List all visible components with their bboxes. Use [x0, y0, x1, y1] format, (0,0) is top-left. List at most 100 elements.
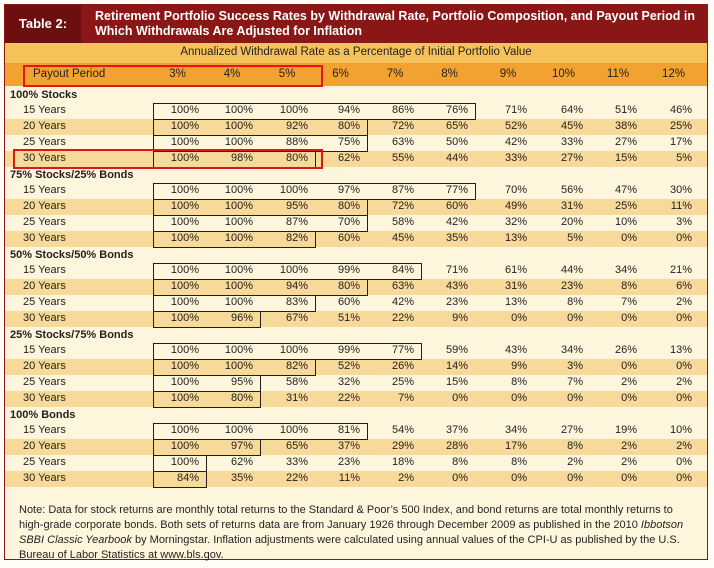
success-rate-cell: 32% [337, 376, 360, 388]
success-rate-cell: 80% [337, 120, 360, 132]
table-row: 30 Years 100% 98% 80% 62% 55% 44% 33% 27% 15% 5% [5, 151, 707, 167]
section-header: 25% Stocks/75% Bonds [10, 329, 134, 341]
success-rate-cell: 45% [391, 232, 414, 244]
success-rate-cell: 100% [170, 360, 199, 372]
success-rate-cell: 23% [560, 280, 583, 292]
success-rate-cell: 100% [170, 216, 199, 228]
success-rate-cell: 0% [621, 392, 637, 404]
payout-period-label: 15 Years [23, 104, 66, 116]
success-rate-cell: 33% [285, 456, 308, 468]
table-row: 20 Years 100% 100% 95% 80% 72% 60% 49% 31% 25% 11% [5, 199, 707, 215]
footnote-source-title: Ibbotson SBBI Classic Yearbook [19, 519, 684, 546]
success-rate-cell: 100% [279, 344, 308, 356]
success-rate-cell: 8% [511, 376, 527, 388]
success-rate-cell: 5% [567, 232, 583, 244]
success-rate-cell: 97% [337, 184, 360, 196]
column-header-rate-4: 4% [223, 68, 241, 80]
success-rate-cell: 22% [391, 312, 414, 324]
success-rate-cell: 26% [614, 344, 637, 356]
success-rate-cell: 77% [391, 344, 414, 356]
success-rate-cell: 100% [170, 264, 199, 276]
column-header-rate-8: 8% [441, 68, 458, 80]
success-rate-cell: 17% [504, 440, 527, 452]
success-rate-cell: 75% [337, 136, 360, 148]
payout-period-label: 15 Years [23, 264, 66, 276]
success-rate-cell: 0% [621, 312, 637, 324]
success-rate-cell: 3% [676, 216, 692, 228]
success-rate-cell: 100% [224, 120, 253, 132]
table-row: 25 Years 100% 100% 88% 75% 63% 50% 42% 33% 27% 17% [5, 135, 707, 151]
success-rate-cell: 0% [567, 392, 583, 404]
success-rate-cell: 100% [279, 184, 308, 196]
success-rate-cell: 8% [567, 440, 583, 452]
table-row: 15 Years 100% 100% 100% 81% 54% 37% 34% 27% 19% 10… [5, 423, 707, 439]
success-rate-cell: 8% [511, 456, 527, 468]
success-rate-cell: 100% [170, 456, 199, 468]
success-rate-cell: 100% [224, 136, 253, 148]
success-rate-cell: 37% [337, 440, 360, 452]
success-rate-cell: 100% [224, 424, 253, 436]
success-rate-cell: 100% [170, 392, 199, 404]
success-rate-cell: 8% [621, 280, 637, 292]
success-rate-cell: 97% [230, 440, 253, 452]
column-header-row: Payout Period 3% 4% 5% 6% 7% 8% 9% 10% 11% 12% [5, 64, 707, 86]
success-rate-cell: 58% [391, 216, 414, 228]
success-rate-cell: 18% [391, 456, 414, 468]
table-row: 25 Years 100% 95% 58% 32% 25% 15% 8% 7% 2% 2% [5, 375, 707, 391]
section-header: 75% Stocks/25% Bonds [10, 169, 134, 181]
success-rate-cell: 51% [614, 104, 637, 116]
success-rate-cell: 31% [504, 280, 527, 292]
success-rate-cell: 77% [445, 184, 468, 196]
payout-period-label: 15 Years [23, 424, 66, 436]
success-rate-cell: 100% [170, 376, 199, 388]
payout-period-label: 25 Years [23, 216, 66, 228]
success-rate-cell: 60% [337, 296, 360, 308]
success-rate-cell: 8% [567, 296, 583, 308]
success-rate-cell: 80% [230, 392, 253, 404]
success-rate-cell: 100% [170, 136, 199, 148]
payout-period-label: 25 Years [23, 296, 66, 308]
success-rate-cell: 72% [391, 200, 414, 212]
success-rate-cell: 100% [279, 424, 308, 436]
success-rate-cell: 100% [279, 264, 308, 276]
success-rate-cell: 52% [337, 360, 360, 372]
success-rate-cell: 46% [669, 104, 692, 116]
table-row: 30 Years 100% 80% 31% 22% 7% 0% 0% 0% 0% 0% [5, 391, 707, 407]
payout-period-label: 30 Years [23, 232, 66, 244]
table-row: 25 Years 100% 62% 33% 23% 18% 8% 8% 2% 2% 0% [5, 455, 707, 471]
success-rate-cell: 35% [230, 472, 253, 484]
success-rate-cell: 22% [285, 472, 308, 484]
success-rate-cell: 2% [621, 456, 637, 468]
success-rate-cell: 59% [445, 344, 468, 356]
success-rate-cell: 86% [391, 104, 414, 116]
table-row: 15 Years 100% 100% 100% 99% 77% 59% 43% 34% 26% 13… [5, 343, 707, 359]
table-row: 25 Years 100% 100% 83% 60% 42% 23% 13% 8% 7% 2% [5, 295, 707, 311]
payout-period-label: 20 Years [23, 360, 66, 372]
success-rate-cell: 27% [560, 152, 583, 164]
success-rate-cell: 100% [224, 200, 253, 212]
table-title: Retirement Portfolio Success Rates by Wi… [95, 9, 695, 38]
success-rate-cell: 82% [285, 232, 308, 244]
success-rate-cell: 0% [676, 392, 692, 404]
success-rate-cell: 87% [285, 216, 308, 228]
success-rate-cell: 0% [567, 472, 583, 484]
success-rate-cell: 30% [669, 184, 692, 196]
success-rate-cell: 13% [504, 232, 527, 244]
success-rate-cell: 0% [621, 472, 637, 484]
success-rate-cell: 72% [391, 120, 414, 132]
success-rate-cell: 82% [285, 360, 308, 372]
success-rate-cell: 44% [560, 264, 583, 276]
success-rate-cell: 98% [230, 152, 253, 164]
success-rate-cell: 47% [614, 184, 637, 196]
payout-period-label: 20 Years [23, 120, 66, 132]
success-rate-cell: 31% [285, 392, 308, 404]
success-rate-cell: 0% [676, 472, 692, 484]
success-rate-cell: 22% [337, 392, 360, 404]
success-rate-cell: 32% [504, 216, 527, 228]
table-row: 30 Years 100% 96% 67% 51% 22% 9% 0% 0% 0% 0% [5, 311, 707, 327]
success-rate-cell: 27% [614, 136, 637, 148]
table-row: 25 Years 100% 100% 87% 70% 58% 42% 32% 20% 10% 3% [5, 215, 707, 231]
table-row: 15 Years 100% 100% 100% 94% 86% 76% 71% 64% 51% 46… [5, 103, 707, 119]
footnote: Note: Data for stock returns are monthly… [19, 503, 695, 563]
success-rate-cell: 70% [337, 216, 360, 228]
